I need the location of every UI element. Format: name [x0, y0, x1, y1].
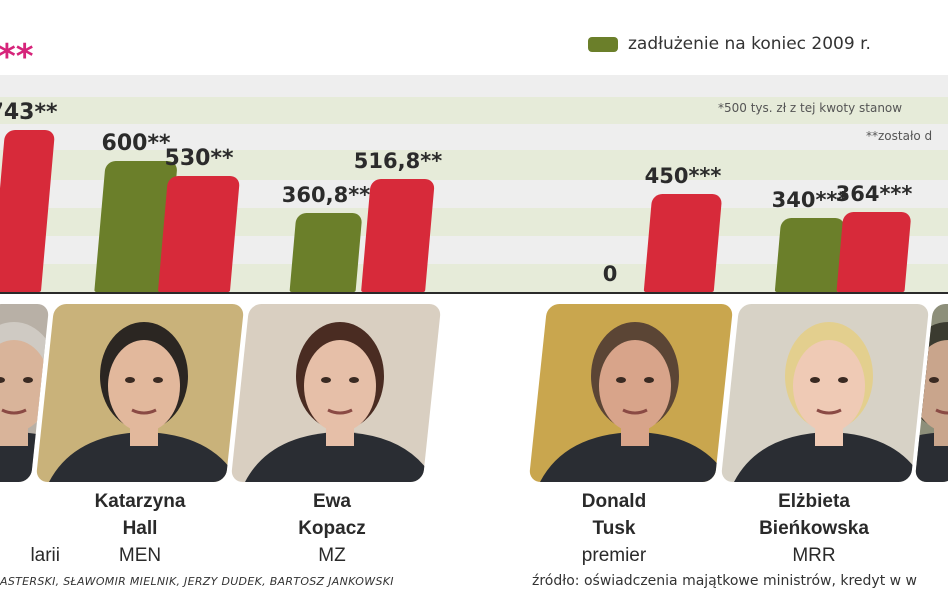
- bar-value-label: 743**: [0, 99, 58, 125]
- minister-role: premier: [581, 545, 647, 566]
- legend: zadłużenie na koniec 2009 r.: [588, 33, 871, 55]
- bar-value-label: 360,8**: [281, 183, 371, 208]
- bar-value-label: 364***: [835, 182, 913, 207]
- minister-name: Ewa: [312, 491, 352, 512]
- minister-name: Donald: [581, 491, 647, 512]
- bar-value-label: 530**: [164, 146, 234, 172]
- top-asterisks: **: [0, 37, 34, 77]
- bar-value: [361, 179, 435, 292]
- minister-role: MZ: [318, 545, 346, 566]
- minister-name: Tusk: [592, 518, 636, 539]
- minister-name: Elżbieta: [778, 491, 850, 512]
- portrait-photo: [720, 304, 930, 482]
- minister-name: Hall: [122, 518, 158, 539]
- bar-value: [836, 212, 912, 292]
- minister-role: MRR: [792, 545, 836, 566]
- footnote-1: *500 tys. zł z tej kwoty stanow: [718, 101, 903, 115]
- minister-name: Katarzyna: [94, 491, 186, 512]
- chart-baseline: [0, 292, 948, 294]
- bar-debt: [774, 217, 846, 292]
- bar-value: [157, 176, 241, 292]
- portrait-photo: [528, 304, 734, 482]
- grid-band: [0, 75, 948, 97]
- bar-value-label: 516,8**: [353, 149, 443, 174]
- bar-value-label: 450***: [644, 163, 722, 188]
- portrait-photo: [0, 304, 50, 482]
- photo-credits: ASTERSKI, SŁAWOMIR MIELNIK, JERZY DUDEK,…: [0, 575, 394, 588]
- portrait-photo: [230, 304, 442, 482]
- portrait-photo: [35, 304, 245, 482]
- minister-role: larii: [30, 545, 60, 566]
- bar-value-label: 340***: [771, 187, 849, 212]
- minister-caption: Katarzyna Hall MEN: [50, 488, 230, 569]
- grid-band: [0, 124, 948, 150]
- minister-caption: Donald Tusk premier: [524, 488, 704, 569]
- minister-name: Bieńkowska: [759, 518, 869, 539]
- source-note: źródło: oświadczenia majątkowe ministrów…: [532, 573, 918, 589]
- legend-label: zadłużenie na koniec 2009 r.: [628, 34, 871, 54]
- bar-debt: [289, 213, 363, 292]
- bar-value-label: 600**: [101, 130, 171, 156]
- bar-value: [643, 193, 723, 292]
- minister-caption: Elżbieta Bieńkowska MRR: [724, 488, 904, 569]
- legend-swatch-green: [588, 36, 618, 52]
- minister-caption: larii: [0, 488, 60, 569]
- grid-band: [0, 97, 948, 124]
- minister-name: Kopacz: [298, 518, 366, 539]
- minister-caption: Ewa Kopacz MZ: [242, 488, 422, 569]
- minister-role: MEN: [118, 545, 162, 566]
- bar-value-label: 0: [602, 262, 618, 286]
- footnote-2: **zostało d: [866, 129, 933, 143]
